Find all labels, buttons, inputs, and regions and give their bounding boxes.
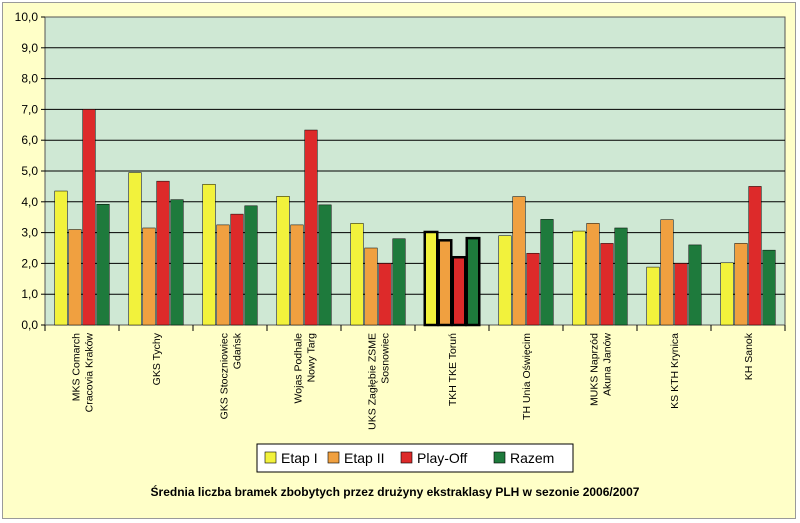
bar [572,230,586,326]
bar [96,204,110,326]
bar [290,224,304,326]
y-tick-label: 7,0 [21,102,38,116]
legend-swatch [264,451,277,464]
bar [304,129,318,326]
x-tick-label-line: GKS Stoczniowiec [219,333,231,419]
bar [170,199,184,326]
x-tick-label: GKS Tychy [151,332,163,385]
bar [318,204,332,326]
y-tick-label: 1,0 [21,287,38,301]
y-tick-label: 3,0 [21,226,38,240]
bar [437,239,453,327]
bar [451,255,467,327]
bar [512,196,526,326]
bar [600,243,614,326]
bar [244,205,258,326]
bar [646,266,660,326]
x-tick-label: KS KTH Krynica [669,333,681,409]
x-tick-label-line: MKS Comarch [71,333,83,401]
y-tick-label: 0,0 [21,318,38,332]
bar [720,262,734,326]
bar [142,227,156,326]
x-tick-label-line: TKH TKE Toruń [447,333,459,406]
y-tick-label: 9,0 [21,41,38,55]
x-tick-label-line: Wojas Podhale [293,333,305,404]
legend-label: Etap II [344,450,384,466]
y-tick-label: 6,0 [21,133,38,147]
x-tick-label: MUKS Naprzód Akuna Janów [589,333,614,406]
bar [54,190,68,326]
y-tick-label: 8,0 [21,72,38,86]
bar [748,186,762,326]
y-tick-label: 4,0 [21,195,38,209]
x-tick-label-line: Nowy Targ [306,333,318,383]
legend-label: Play-Off [417,450,467,466]
legend-label: Razem [510,450,554,466]
bar [364,247,378,326]
x-tick-label-line: Gdańsk [232,332,244,369]
x-tick-label-line: Sosnowiec [380,333,392,384]
legend-swatch [493,451,506,464]
bar [526,252,540,326]
x-tick-label-line: TH Unia Oświęcim [521,333,533,420]
x-tick-label-line: MUKS Naprzód [589,333,601,406]
bar [734,243,748,326]
y-tick-label: 5,0 [21,164,38,178]
bar [540,219,554,326]
bar [586,223,600,326]
x-tick-label: TKH TKE Toruń [447,333,459,406]
y-tick-label: 2,0 [21,256,38,270]
legend-swatch [400,451,413,464]
x-tick-label-line: UKS Zagłębie ZSME [367,333,379,430]
chart-title: Średnia liczba bramek zbobytych przez dr… [151,484,640,499]
x-tick-label: KH Sanok [743,332,755,380]
bar [230,213,244,326]
legend: Etap I Etap II Play-Off Razem [256,443,574,473]
bar [674,263,688,326]
bar [660,219,674,326]
legend-swatch [327,451,340,464]
bar [378,263,392,326]
bar [276,196,290,326]
y-tick-label: 10,0 [15,10,39,24]
x-tick-label: UKS Zagłębie ZSME Sosnowiec [367,333,392,430]
bar [350,223,364,326]
bar [156,180,170,326]
legend-box [256,443,574,473]
x-tick-label-line: Cracovia Kraków [84,333,96,413]
bar [216,224,230,326]
x-tick-label-line: GKS Tychy [151,332,163,385]
bar [498,235,512,326]
bar [688,244,702,326]
x-tick-label-line: KH Sanok [743,332,755,380]
x-tick-label: TH Unia Oświęcim [521,333,533,420]
bar [82,109,96,326]
bar [128,172,142,326]
bar [423,230,439,327]
bar [68,229,82,326]
x-tick-label: MKS Comarch Cracovia Kraków [71,333,96,413]
x-tick-label-line: KS KTH Krynica [669,333,681,409]
bar [392,238,406,326]
bar [465,236,481,327]
legend-label: Etap I [281,450,318,466]
bar [614,227,628,326]
x-tick-label-line: Akuna Janów [602,333,614,396]
bar [202,183,216,326]
x-tick-label: Wojas Podhale Nowy Targ [293,333,318,404]
bar [762,249,776,326]
x-tick-label: GKS Stoczniowiec Gdańsk [219,332,244,419]
